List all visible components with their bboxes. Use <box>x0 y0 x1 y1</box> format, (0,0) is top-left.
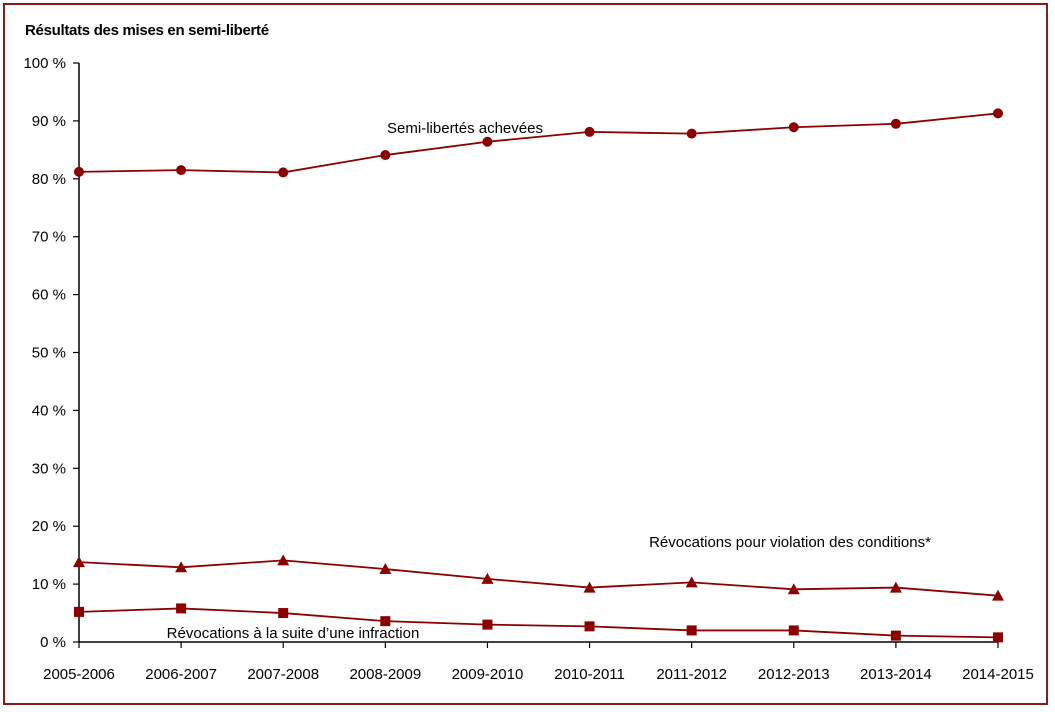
data-point-square <box>380 616 391 627</box>
data-point-triangle <box>73 556 85 568</box>
series-1 <box>73 554 1004 601</box>
data-point-triangle <box>787 583 800 595</box>
x-tick-label: 2014-2015 <box>962 666 1034 683</box>
data-point-circle <box>176 165 187 176</box>
data-point-square <box>584 621 595 632</box>
series-label: Révocations pour violation des condition… <box>649 534 931 551</box>
y-tick-label: 30 % <box>32 460 66 477</box>
data-point-square <box>482 619 493 630</box>
y-tick-label: 50 % <box>32 345 66 362</box>
data-point-triangle <box>379 563 392 575</box>
series-line <box>78 112 999 174</box>
data-point-square <box>993 632 1003 643</box>
data-point-circle <box>482 136 493 147</box>
data-point-triangle <box>889 581 902 593</box>
x-tick-label: 2009-2010 <box>452 666 524 683</box>
data-point-triangle <box>992 589 1004 601</box>
y-tick-label: 10 % <box>32 576 66 593</box>
data-point-square <box>176 603 187 614</box>
x-tick-label: 2010-2011 <box>554 666 625 683</box>
x-tick-label: 2008-2009 <box>349 666 421 683</box>
data-point-circle <box>788 122 799 133</box>
series-layer <box>73 108 1004 643</box>
x-tick-label: 2005-2006 <box>43 666 115 683</box>
chart-title: Résultats des mises en semi-liberté <box>25 22 269 39</box>
data-point-circle <box>686 128 697 139</box>
data-point-triangle <box>583 581 596 593</box>
data-point-square <box>74 606 84 617</box>
series-label: Semi-libertés achevées <box>387 120 543 137</box>
y-tick-label: 60 % <box>32 287 66 304</box>
data-point-circle <box>380 150 391 161</box>
axes: 0 % 10 % 20 % 30 % 40 % 50 % 60 % 70 % 80 % 90 % 1… <box>23 55 1033 683</box>
y-tick-label: 70 % <box>32 229 66 246</box>
y-tick-label: 80 % <box>32 171 66 188</box>
data-point-circle <box>278 167 289 178</box>
data-point-square <box>686 625 697 636</box>
y-tick-label: 100 % <box>23 55 66 72</box>
y-tick-label: 20 % <box>32 518 66 535</box>
series-line <box>78 559 999 597</box>
data-point-circle <box>74 166 84 177</box>
x-tick-label: 2011-2012 <box>656 666 727 683</box>
series-label: Révocations à la suite d’une infraction <box>167 625 420 642</box>
data-point-circle <box>993 108 1003 119</box>
series-2 <box>74 603 1003 643</box>
series-labels: Semi-libertés achevées Révocations pour v… <box>167 120 931 642</box>
y-tick-label: 40 % <box>32 402 66 419</box>
data-point-triangle <box>481 572 494 584</box>
y-tick-label: 0 % <box>40 634 66 651</box>
data-point-triangle <box>685 576 698 588</box>
x-tick-label: 2012-2013 <box>758 666 830 683</box>
data-point-triangle <box>277 554 290 566</box>
x-tick-label: 2013-2014 <box>860 666 932 683</box>
data-point-square <box>788 625 799 636</box>
x-tick-label: 2007-2008 <box>247 666 319 683</box>
data-point-square <box>278 608 289 619</box>
data-point-circle <box>584 126 595 137</box>
x-tick-label: 2006-2007 <box>145 666 217 683</box>
data-point-triangle <box>175 561 188 573</box>
series-0 <box>74 108 1003 178</box>
y-tick-label: 90 % <box>32 113 66 130</box>
series-line <box>78 607 999 639</box>
data-point-square <box>890 630 901 641</box>
data-point-circle <box>890 118 901 129</box>
